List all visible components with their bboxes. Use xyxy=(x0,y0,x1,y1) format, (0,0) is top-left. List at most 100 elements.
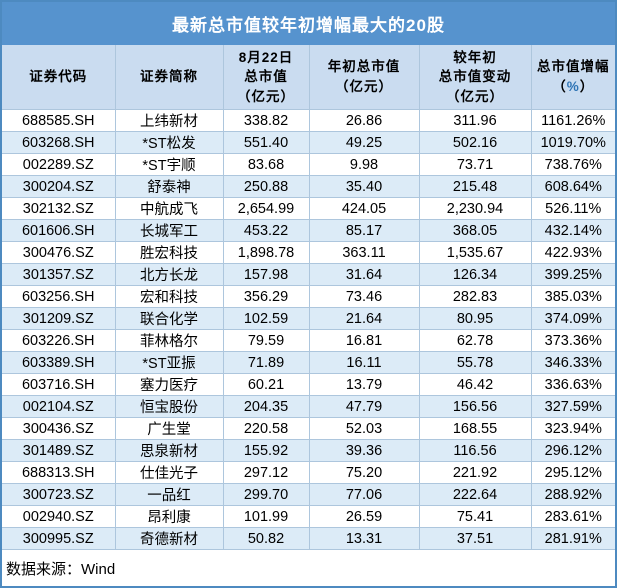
column-header-aug22_mcap: 8月22日 总市值 （亿元） xyxy=(222,45,310,110)
table-cell-code: 300723.SZ xyxy=(2,483,116,506)
table-cell-year_start_mcap: 31.64 xyxy=(308,263,420,286)
table-cell-name: 联合化学 xyxy=(114,307,224,330)
table-row: 603716.SH 塞力医疗 60.21 13.79 46.42 336.63% xyxy=(2,373,615,396)
table-cell-aug22_mcap: 250.88 xyxy=(222,175,310,198)
table-cell-mcap_change: 156.56 xyxy=(418,395,532,418)
column-header-mcap_change: 较年初 总市值变动 （亿元） xyxy=(418,45,532,110)
table-cell-aug22_mcap: 338.82 xyxy=(222,109,310,132)
table-cell-name: 奇德新材 xyxy=(114,527,224,550)
column-header-year_start_mcap: 年初总市值 （亿元） xyxy=(308,45,420,110)
table-cell-name: 中航成飞 xyxy=(114,197,224,220)
table-cell-mcap_growth_pct: 608.64% xyxy=(530,175,615,198)
table-cell-aug22_mcap: 71.89 xyxy=(222,351,310,374)
table-cell-mcap_growth_pct: 385.03% xyxy=(530,285,615,308)
table-cell-name: 宏和科技 xyxy=(114,285,224,308)
table-cell-mcap_growth_pct: 346.33% xyxy=(530,351,615,374)
table-cell-code: 603226.SH xyxy=(2,329,116,352)
table-row: 603268.SH *ST松发 551.40 49.25 502.16 1019.70% xyxy=(2,131,615,154)
table-cell-year_start_mcap: 21.64 xyxy=(308,307,420,330)
table-cell-mcap_change: 311.96 xyxy=(418,109,532,132)
table-row: 601606.SH 长城军工 453.22 85.17 368.05 432.14% xyxy=(2,219,615,242)
table-cell-aug22_mcap: 356.29 xyxy=(222,285,310,308)
table-row: 688313.SH 仕佳光子 297.12 75.20 221.92 295.12% xyxy=(2,461,615,484)
column-header-mcap_growth_pct: 总市值增幅 （%） xyxy=(530,45,615,110)
table-cell-mcap_growth_pct: 283.61% xyxy=(530,505,615,528)
table-cell-mcap_change: 221.92 xyxy=(418,461,532,484)
table-cell-year_start_mcap: 77.06 xyxy=(308,483,420,506)
percent-sign: % xyxy=(566,79,580,94)
table-cell-code: 301489.SZ xyxy=(2,439,116,462)
market-cap-table: 证券代码 证券简称 8月22日 总市值 （亿元） 年初总市值 （亿元） 较年初 总市值变动 （亿元… xyxy=(2,45,615,550)
table-cell-year_start_mcap: 16.81 xyxy=(308,329,420,352)
table-cell-name: 舒泰神 xyxy=(114,175,224,198)
table-row: 300476.SZ 胜宏科技 1,898.78 363.11 1,535.67 422.9… xyxy=(2,241,615,264)
table-row: 301357.SZ 北方长龙 157.98 31.64 126.34 399.25% xyxy=(2,263,615,286)
table-cell-mcap_growth_pct: 374.09% xyxy=(530,307,615,330)
table-cell-year_start_mcap: 26.86 xyxy=(308,109,420,132)
table-row: 302132.SZ 中航成飞 2,654.99 424.05 2,230.94 526.1… xyxy=(2,197,615,220)
table-cell-mcap_change: 282.83 xyxy=(418,285,532,308)
table-cell-mcap_change: 168.55 xyxy=(418,417,532,440)
table-body: 688585.SH 上纬新材 338.82 26.86 311.96 1161.26% 60… xyxy=(2,109,615,550)
table-row: 002289.SZ *ST宇顺 83.68 9.98 73.71 738.76% xyxy=(2,153,615,176)
table-cell-aug22_mcap: 204.35 xyxy=(222,395,310,418)
table-cell-name: *ST宇顺 xyxy=(114,153,224,176)
table-cell-mcap_change: 73.71 xyxy=(418,153,532,176)
data-source-label: 数据来源：Wind xyxy=(6,560,116,578)
table-cell-mcap_change: 46.42 xyxy=(418,373,532,396)
table-row: 300204.SZ 舒泰神 250.88 35.40 215.48 608.64% xyxy=(2,175,615,198)
table-cell-mcap_growth_pct: 738.76% xyxy=(530,153,615,176)
table-cell-name: 塞力医疗 xyxy=(114,373,224,396)
table-cell-code: 603268.SH xyxy=(2,131,116,154)
table-cell-code: 300476.SZ xyxy=(2,241,116,264)
table-cell-code: 688585.SH xyxy=(2,109,116,132)
table-row: 688585.SH 上纬新材 338.82 26.86 311.96 1161.26% xyxy=(2,109,615,132)
table-cell-name: 昂利康 xyxy=(114,505,224,528)
table-cell-mcap_growth_pct: 399.25% xyxy=(530,263,615,286)
title-bar: 最新总市值较年初增幅最大的20股 xyxy=(2,2,615,45)
table-cell-code: 002289.SZ xyxy=(2,153,116,176)
table-row: 300723.SZ 一品红 299.70 77.06 222.64 288.92% xyxy=(2,483,615,506)
table-cell-year_start_mcap: 75.20 xyxy=(308,461,420,484)
table-cell-aug22_mcap: 551.40 xyxy=(222,131,310,154)
table-cell-name: 上纬新材 xyxy=(114,109,224,132)
table-cell-mcap_growth_pct: 336.63% xyxy=(530,373,615,396)
table-cell-aug22_mcap: 101.99 xyxy=(222,505,310,528)
table-cell-mcap_change: 116.56 xyxy=(418,439,532,462)
table-cell-mcap_growth_pct: 1161.26% xyxy=(530,109,615,132)
table-cell-code: 300995.SZ xyxy=(2,527,116,550)
table-cell-mcap_growth_pct: 432.14% xyxy=(530,219,615,242)
table-cell-year_start_mcap: 363.11 xyxy=(308,241,420,264)
table-header: 证券代码 证券简称 8月22日 总市值 （亿元） 年初总市值 （亿元） 较年初 总市值变动 （亿元… xyxy=(2,45,615,110)
table-cell-code: 302132.SZ xyxy=(2,197,116,220)
table-cell-mcap_change: 2,230.94 xyxy=(418,197,532,220)
table-row: 301209.SZ 联合化学 102.59 21.64 80.95 374.09% xyxy=(2,307,615,330)
header-row: 证券代码 证券简称 8月22日 总市值 （亿元） 年初总市值 （亿元） 较年初 总市值变动 （亿元… xyxy=(2,45,615,110)
table-cell-mcap_change: 126.34 xyxy=(418,263,532,286)
table-cell-mcap_growth_pct: 295.12% xyxy=(530,461,615,484)
table-cell-mcap_change: 80.95 xyxy=(418,307,532,330)
footer: 数据来源：Wind xyxy=(2,550,615,586)
table-row: 300436.SZ 广生堂 220.58 52.03 168.55 323.94% xyxy=(2,417,615,440)
table-row: 002104.SZ 恒宝股份 204.35 47.79 156.56 327.59% xyxy=(2,395,615,418)
table-cell-aug22_mcap: 79.59 xyxy=(222,329,310,352)
table-cell-year_start_mcap: 13.31 xyxy=(308,527,420,550)
table-cell-mcap_growth_pct: 373.36% xyxy=(530,329,615,352)
table-cell-mcap_change: 215.48 xyxy=(418,175,532,198)
table-cell-code: 301357.SZ xyxy=(2,263,116,286)
table-cell-year_start_mcap: 52.03 xyxy=(308,417,420,440)
table-cell-code: 301209.SZ xyxy=(2,307,116,330)
table-cell-aug22_mcap: 60.21 xyxy=(222,373,310,396)
table-cell-year_start_mcap: 73.46 xyxy=(308,285,420,308)
table-cell-code: 603389.SH xyxy=(2,351,116,374)
table-cell-aug22_mcap: 83.68 xyxy=(222,153,310,176)
table-cell-mcap_growth_pct: 327.59% xyxy=(530,395,615,418)
column-header-code: 证券代码 xyxy=(2,45,116,110)
table-cell-aug22_mcap: 2,654.99 xyxy=(222,197,310,220)
table-cell-mcap_growth_pct: 296.12% xyxy=(530,439,615,462)
table-cell-year_start_mcap: 424.05 xyxy=(308,197,420,220)
table-cell-mcap_growth_pct: 526.11% xyxy=(530,197,615,220)
table-cell-name: 思泉新材 xyxy=(114,439,224,462)
table-cell-name: 北方长龙 xyxy=(114,263,224,286)
